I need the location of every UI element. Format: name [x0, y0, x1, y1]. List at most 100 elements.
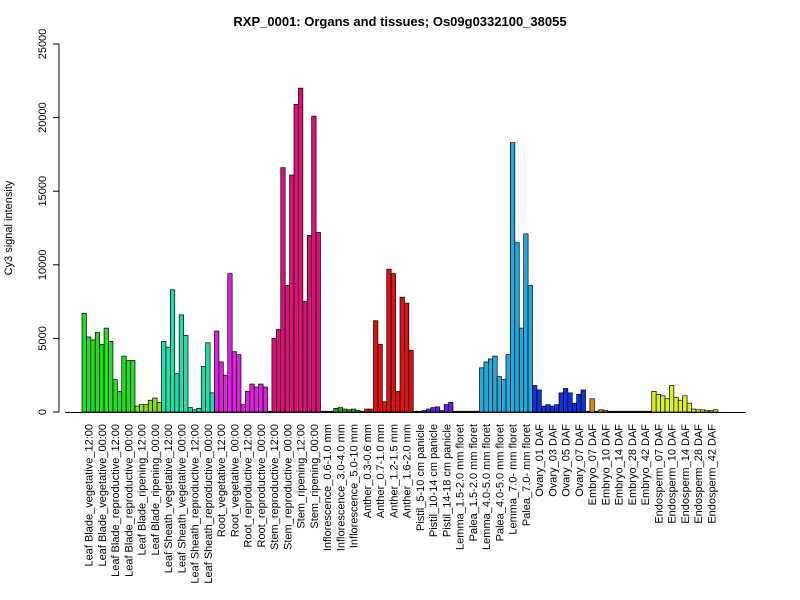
- x-tick-label: Stem_ripening_12:00: [296, 424, 308, 529]
- x-tick-label: Embryo_28 DAF: [627, 424, 639, 506]
- x-tick-label: Root_reproductive_00:00: [256, 424, 268, 548]
- x-tick-label: Pistil_5-10 cm panicle: [415, 424, 427, 531]
- bar: [713, 409, 719, 413]
- x-tick-label: Leaf Blade_ripening_00:00: [150, 424, 162, 556]
- x-tick-label: Root_reproductive_12:00: [243, 424, 255, 548]
- bar: [134, 405, 140, 413]
- y-axis: 0 5000 10000 15000 20000 25000: [37, 29, 60, 415]
- bar: [342, 408, 348, 413]
- bar: [302, 301, 308, 413]
- bar: [554, 404, 560, 413]
- bar: [430, 407, 436, 413]
- bar: [443, 404, 449, 413]
- bar: [165, 346, 171, 413]
- bar: [457, 410, 463, 413]
- bar: [399, 296, 405, 413]
- y-tick-label: 15000: [37, 176, 49, 207]
- bar: [381, 401, 388, 413]
- bar: [434, 406, 441, 413]
- y-tick-label: 5000: [37, 326, 49, 350]
- x-tick-label: Lemma_1.5-2.0 mm floret: [455, 424, 467, 550]
- bar: [130, 360, 136, 413]
- bar: [364, 408, 370, 413]
- bar: [125, 360, 131, 413]
- chart-title: RXP_0001: Organs and tissues; Os09g03321…: [233, 14, 566, 29]
- bar: [699, 409, 706, 413]
- x-tick-label: Root_vegetative_00:00: [229, 424, 241, 537]
- bar: [245, 391, 251, 413]
- bar: [152, 397, 158, 413]
- bar: [417, 410, 423, 413]
- bar: [673, 396, 679, 413]
- x-tick-label: Inflorescence_0.6-1.0 mm: [322, 424, 334, 551]
- bar: [607, 410, 613, 413]
- x-axis-labels: Leaf Blade_vegetative_12:00 Leaf Blade_ve…: [84, 424, 719, 584]
- x-tick-label: Inflorescence_5.0-10 mm: [349, 424, 361, 548]
- bar: [178, 314, 184, 413]
- x-tick-label: Anther_1.2-1.5 mm: [388, 424, 400, 518]
- bar: [108, 340, 114, 413]
- bar: [192, 409, 198, 413]
- bar: [655, 393, 661, 413]
- x-tick-label: Root_vegetative_12:00: [216, 424, 228, 537]
- bars: [81, 87, 719, 413]
- bar: [351, 408, 357, 413]
- bar: [651, 391, 657, 413]
- bar: [536, 389, 542, 413]
- bar: [320, 410, 326, 413]
- bar: [99, 343, 105, 413]
- x-tick-label: Endosperm_07 DAF: [653, 424, 665, 524]
- bar: [218, 361, 224, 413]
- bar: [461, 410, 467, 413]
- bar: [571, 402, 578, 413]
- bar: [395, 391, 401, 413]
- bar: [293, 103, 299, 413]
- x-tick-label: Leaf Blade_reproductive_00:00: [123, 424, 135, 577]
- x-tick-label: Ovary_07 DAF: [574, 424, 586, 497]
- bar: [629, 410, 635, 413]
- bar: [465, 410, 472, 413]
- bar: [196, 407, 202, 413]
- bar: [505, 354, 511, 413]
- bar: [112, 379, 118, 413]
- bar: [514, 242, 520, 413]
- bar: [669, 385, 675, 413]
- bar: [620, 410, 626, 413]
- bar: [280, 167, 286, 413]
- bar: [368, 408, 374, 413]
- x-tick-label: Lemma_7.0- mm floret: [508, 424, 520, 535]
- x-tick-label: Endosperm_14 DAF: [680, 424, 692, 524]
- bar: [289, 174, 295, 413]
- bar: [390, 273, 396, 413]
- bar: [183, 335, 189, 413]
- bar: [452, 410, 458, 413]
- y-tick-label: 20000: [37, 102, 49, 133]
- bar: [660, 395, 666, 413]
- bar: [518, 327, 525, 413]
- x-tick-label: Leaf Sheath_vegetative_00:00: [176, 424, 188, 573]
- bar: [346, 409, 352, 413]
- x-tick-label: Ovary_03 DAF: [547, 424, 559, 497]
- bar: [337, 407, 343, 413]
- x-tick-label: Anther_0.7-1.0 mm: [375, 424, 387, 518]
- x-tick-label: Leaf Blade_reproductive_12:00: [110, 424, 122, 577]
- bar: [589, 398, 595, 413]
- bar: [267, 410, 273, 413]
- bar: [540, 405, 547, 413]
- bar: [682, 395, 688, 413]
- x-tick-label: Embryo_14 DAF: [614, 424, 626, 506]
- bar: [169, 289, 176, 413]
- bar: [103, 327, 109, 413]
- bar: [258, 383, 264, 413]
- bar: [558, 392, 564, 413]
- bar: [426, 408, 432, 413]
- bar: [501, 379, 507, 413]
- bar: [602, 410, 608, 413]
- bar: [81, 313, 87, 413]
- bar: [262, 386, 268, 413]
- bar: [161, 340, 167, 413]
- bar: [523, 233, 529, 413]
- bar: [404, 302, 410, 413]
- y-tick-label: 0: [37, 409, 49, 415]
